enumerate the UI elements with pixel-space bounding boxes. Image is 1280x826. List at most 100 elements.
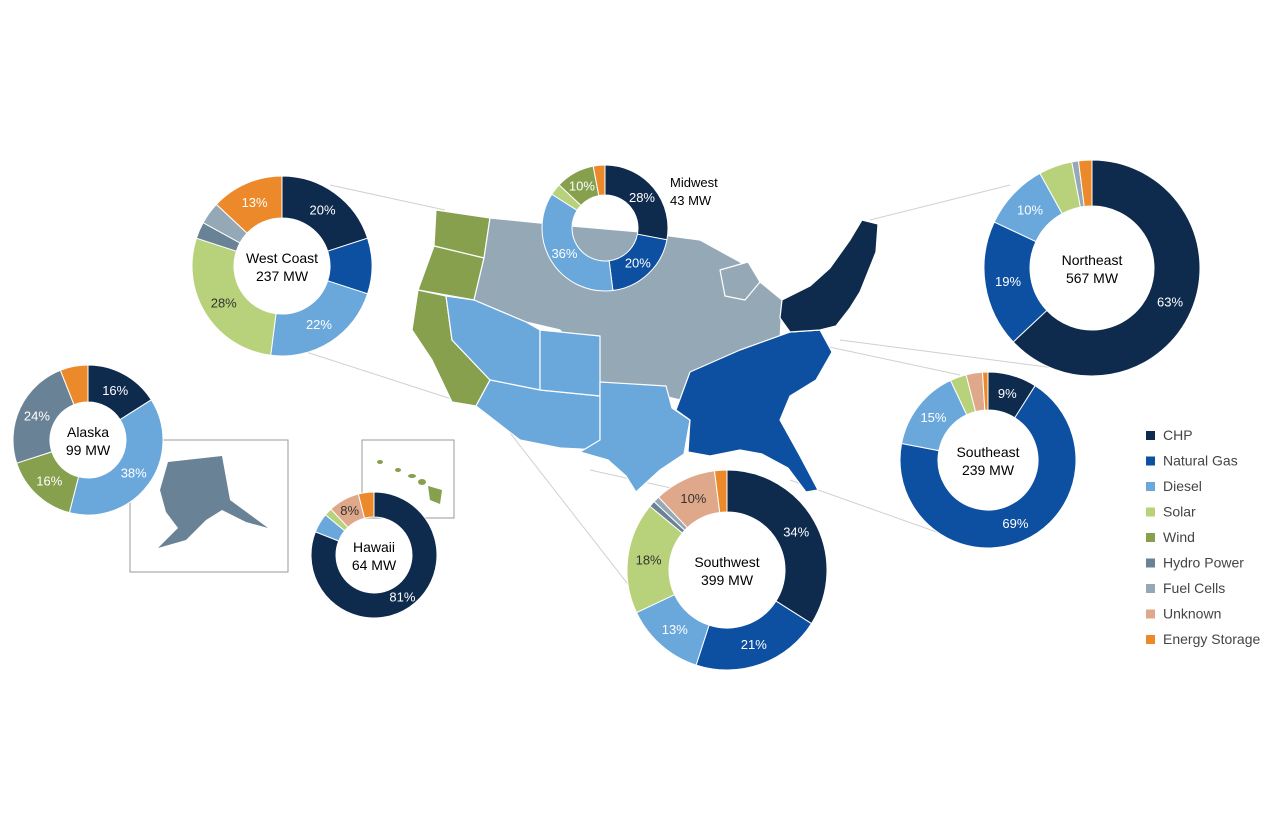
legend-item-hydro-power: Hydro Power <box>1146 555 1244 571</box>
map-region-texas-oklahoma <box>579 381 691 493</box>
donut-slice-alaska-energy-storage <box>59 364 89 406</box>
hawaii-island-big <box>428 486 442 504</box>
donut-region-name-alaska: Alaska <box>67 424 109 440</box>
donut-label-west-coast-diesel: 22% <box>306 317 332 332</box>
donut-label-alaska-wind: 16% <box>36 474 62 489</box>
donut-region-capacity-alaska: 99 MW <box>66 442 111 458</box>
donut-label-southwest-diesel: 13% <box>662 622 688 637</box>
donut-region-capacity-southwest: 399 MW <box>701 572 754 588</box>
legend-label-wind: Wind <box>1163 529 1195 545</box>
donut-west-coast: 20% 22% 28% 13% West Coast 237 MW <box>191 175 373 357</box>
donut-label-northeast-chp: 63% <box>1157 294 1183 309</box>
alaska-inset <box>129 439 289 573</box>
donut-slice-southwest-energy-storage <box>713 469 728 514</box>
donut-region-name-west-coast: West Coast <box>246 250 318 266</box>
donut-slice-northeast-chp <box>1012 159 1201 377</box>
legend-label-chp: CHP <box>1163 427 1193 443</box>
donut-hawaii: 81% 8% Hawaii 64 MW <box>310 491 438 619</box>
donut-label-west-coast-solar: 28% <box>211 295 237 310</box>
donut-label-hawaii-unknown: 8% <box>340 503 359 518</box>
hawaii-island-oahu <box>395 468 401 472</box>
legend-swatch-wind <box>1146 533 1155 542</box>
legend-item-energy-storage: Energy Storage <box>1146 631 1260 647</box>
legend-swatch-unknown <box>1146 609 1155 619</box>
donut-region-capacity-west-coast: 237 MW <box>256 268 309 284</box>
legend-swatch-natural-gas <box>1146 456 1155 466</box>
donut-southeast: 9% 69% 15% Southeast 239 MW <box>899 371 1077 549</box>
donut-region-capacity-northeast: 567 MW <box>1066 270 1119 286</box>
donut-northeast: 63% 19% 10% Northeast 567 MW <box>983 159 1201 377</box>
donut-region-name-southwest: Southwest <box>694 554 759 570</box>
donut-slice-southeast-natural-gas <box>899 385 1077 549</box>
connector-lines <box>299 184 1071 611</box>
donut-label-southwest-natural-gas: 21% <box>741 637 767 652</box>
connector-west-coast-top <box>329 184 446 211</box>
map-region-colorado <box>539 329 601 397</box>
legend-swatch-chp <box>1146 431 1155 440</box>
legend-swatch-fuel-cells <box>1146 584 1155 593</box>
connector-southwest-left <box>499 419 649 611</box>
donut-slice-northeast-energy-storage <box>1077 159 1093 208</box>
legend-swatch-diesel <box>1146 482 1155 491</box>
map-region-northeast <box>779 219 879 333</box>
us-map <box>411 209 879 493</box>
donut-slice-hawaii-energy-storage <box>357 491 375 519</box>
hawaii-island-maui <box>418 479 426 485</box>
alaska-inset-box <box>129 439 289 573</box>
legend: CHP Natural Gas Diesel Solar Wind Hydro Power… <box>1146 427 1260 647</box>
legend-item-fuel-cells: Fuel Cells <box>1146 580 1225 596</box>
connector-west-coast-bottom <box>299 349 471 406</box>
legend-label-unknown: Unknown <box>1163 606 1221 622</box>
legend-item-natural-gas: Natural Gas <box>1146 453 1238 469</box>
legend-swatch-solar <box>1146 507 1155 517</box>
donut-slice-midwest-energy-storage <box>592 164 606 197</box>
donut-label-hawaii-chp: 81% <box>389 589 415 604</box>
donut-midwest: 28% 20% 36% 10% Midwest 43 MW <box>541 164 718 292</box>
donut-region-capacity-southeast: 239 MW <box>962 462 1015 478</box>
donut-label-west-coast-chp: 20% <box>310 203 336 218</box>
map-region-great-lakes <box>719 261 761 301</box>
donut-label-alaska-hydro-power: 24% <box>24 408 50 423</box>
donut-label-alaska-chp: 16% <box>102 383 128 398</box>
donut-slice-alaska-diesel <box>68 399 164 516</box>
legend-item-unknown: Unknown <box>1146 606 1221 622</box>
legend-swatch-energy-storage <box>1146 635 1155 644</box>
legend-label-energy-storage: Energy Storage <box>1163 631 1260 647</box>
hawaii-island-kauai <box>377 460 383 464</box>
legend-label-fuel-cells: Fuel Cells <box>1163 580 1225 596</box>
legend-label-natural-gas: Natural Gas <box>1163 453 1238 469</box>
legend-item-wind: Wind <box>1146 529 1195 545</box>
donut-label-west-coast-energy-storage: 13% <box>242 195 268 210</box>
donut-label-midwest-wind: 10% <box>569 178 595 193</box>
donut-label-southeast-diesel: 15% <box>920 410 946 425</box>
donut-alaska: 16% 38% 16% 24% Alaska 99 MW <box>12 364 164 516</box>
donut-region-capacity-hawaii: 64 MW <box>352 557 397 573</box>
connector-southeast-top <box>819 344 961 376</box>
donut-label-southeast-chp: 9% <box>998 386 1017 401</box>
connector-northeast-top <box>869 184 1011 221</box>
hawaii-island-molokai <box>408 474 416 478</box>
donut-slice-hawaii-chp <box>310 491 438 619</box>
donut-slice-midwest-diesel <box>541 193 614 292</box>
legend-label-solar: Solar <box>1163 504 1196 520</box>
donut-label-southwest-unknown: 10% <box>680 491 706 506</box>
region-donuts: 63% 19% 10% Northeast 567 MW 28% 20% 36% 10% Midw… <box>12 159 1201 671</box>
donut-label-southwest-chp: 34% <box>783 524 809 539</box>
donut-region-capacity-midwest: 43 MW <box>670 193 712 208</box>
donut-region-name-northeast: Northeast <box>1062 252 1123 268</box>
donut-slice-southeast-energy-storage <box>981 371 989 411</box>
donut-slice-west-coast-solar <box>191 237 277 356</box>
alaska-shape <box>158 456 268 548</box>
donut-label-midwest-natural-gas: 20% <box>625 255 651 270</box>
legend-item-solar: Solar <box>1146 504 1196 520</box>
donut-label-midwest-diesel: 36% <box>551 246 577 261</box>
legend-label-hydro-power: Hydro Power <box>1163 555 1244 571</box>
donut-label-midwest-chp: 28% <box>629 190 655 205</box>
connector-northeast-bottom <box>839 339 1071 371</box>
donut-region-name-hawaii: Hawaii <box>353 539 395 555</box>
donut-label-southeast-natural-gas: 69% <box>1002 516 1028 531</box>
donut-slice-west-coast-energy-storage <box>215 175 283 234</box>
hawaii-islands <box>377 460 442 504</box>
hawaii-inset <box>361 439 455 519</box>
